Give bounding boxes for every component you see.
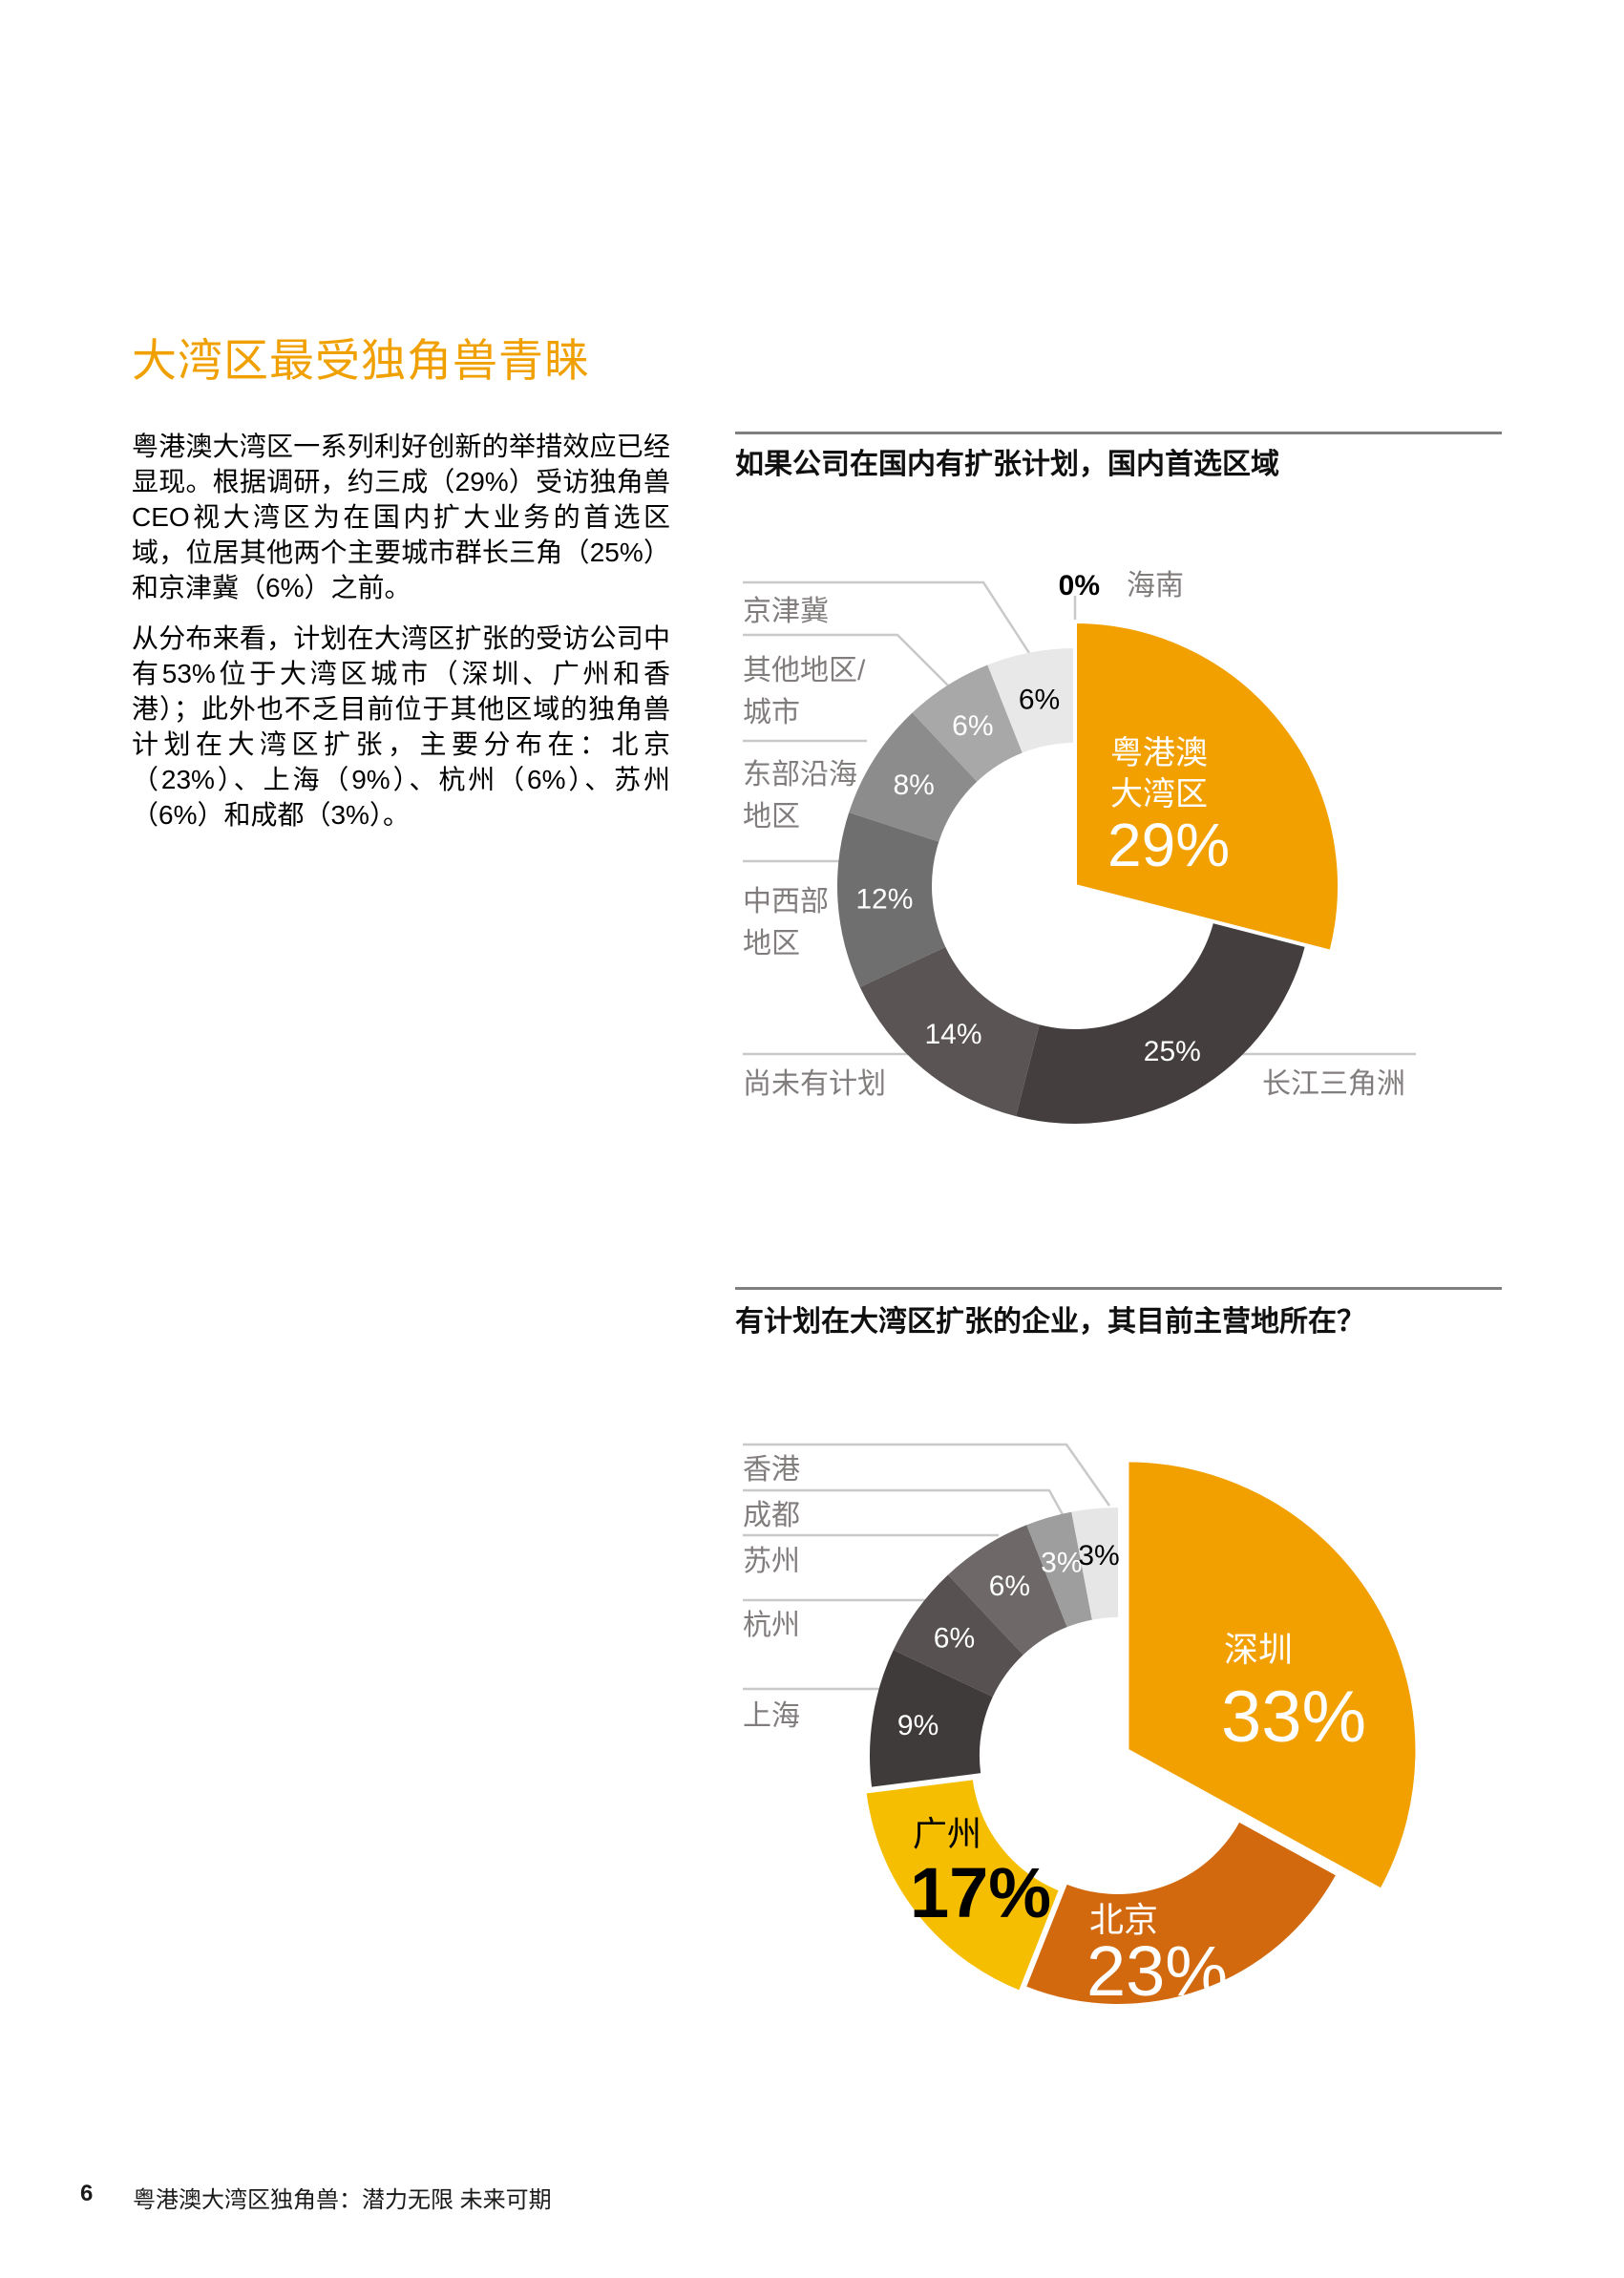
donut1-callout-label-2: 京津冀	[743, 596, 829, 627]
donut1-slice-1	[1016, 921, 1306, 1124]
donut2-inside-name-0: 深圳	[1224, 1630, 1293, 1669]
donut1-slice-5	[912, 664, 1023, 782]
donut2-callout-label-4: 上海	[743, 1700, 800, 1732]
body-paragraph-1: 粤港澳大湾区一系列利好创新的举措效应已经显现。根据调研，约三成（29%）受访独角…	[132, 432, 670, 602]
donut1-slice-6	[987, 648, 1075, 753]
section-divider-2	[735, 1287, 1502, 1290]
footer-page-number: 6	[80, 2181, 94, 2206]
donut2-slice-pct-7: 3%	[1078, 1540, 1119, 1571]
body-text-column: 粤港澳大湾区一系列利好创新的举措效应已经显现。根据调研，约三成（29%）受访独角…	[132, 429, 670, 848]
donut2-callout-label-0: 香港	[743, 1454, 800, 1486]
donut2-slice-5	[948, 1525, 1067, 1656]
donut2-slice-1	[1026, 1822, 1336, 2004]
donut1-leader-line-1	[743, 633, 949, 686]
body-paragraph-2: 从分布来看，计划在大湾区扩张的受访公司中有53%位于大湾区城市（深圳、广州和香港…	[132, 623, 670, 830]
donut2-leader-line-0	[743, 1443, 1111, 1507]
donut1-leader-line-0	[743, 580, 1031, 654]
donut1-slice-pct-6: 6%	[1019, 685, 1060, 716]
donut1-slice-pct-1: 25%	[1144, 1036, 1201, 1067]
donut2-callout-label-2: 苏州	[743, 1546, 800, 1577]
donut1-slice-3	[836, 812, 946, 988]
donut1-slice-pct-2: 14%	[924, 1019, 981, 1050]
donut1-slice-pct-5: 6%	[952, 710, 993, 742]
donut1-callout-label-0: 0%	[1059, 570, 1100, 601]
donut1-callout-label-1: 海南	[1127, 570, 1184, 601]
donut2-slice-pct-4: 6%	[934, 1622, 975, 1654]
donut1-callout-label-6: 尚未有计划	[743, 1068, 886, 1100]
donut2-inside-pct-0: 33%	[1221, 1677, 1366, 1758]
donut1-inside-name-0: 大湾区	[1110, 776, 1208, 812]
donut2-slice-6	[1026, 1511, 1092, 1628]
donut2-callout-label-1: 成都	[743, 1500, 800, 1531]
donut1-inside-pct-0: 29%	[1107, 811, 1230, 879]
chart-1-title: 如果公司在国内有扩张计划，国内首选区域	[735, 449, 1279, 480]
donut1-callout-label-7: 长江三角洲	[1262, 1068, 1405, 1100]
donut1-slice-pct-3: 12%	[855, 884, 913, 916]
donut1-inside-name-0: 粤港澳	[1110, 735, 1208, 771]
donut2-slice-4	[893, 1574, 1023, 1698]
chart-2-title: 有计划在大湾区扩张的企业，其目前主营地所在？	[735, 1306, 1365, 1338]
donut1-callout-label-5: 中西部	[743, 886, 829, 918]
donut1-callout-label-4: 地区	[743, 801, 800, 833]
donut1-callout-label-5: 地区	[743, 928, 800, 960]
donut2-slice-pct-6: 3%	[1041, 1547, 1082, 1578]
donut1-slice-4	[849, 712, 978, 842]
donut2-callout-label-3: 杭州	[743, 1610, 800, 1641]
donut2-inside-name-2: 广州	[913, 1814, 981, 1853]
donut1-callout-label-3: 城市	[743, 697, 800, 728]
page-title: 大湾区最受独角兽青睐	[132, 335, 590, 387]
donut1-slice-pct-4: 8%	[893, 770, 934, 801]
donut2-slice-7	[1071, 1508, 1118, 1620]
donut2-slice-2	[863, 1777, 1063, 1994]
donut2-slice-pct-3: 9%	[897, 1710, 939, 1741]
footer-report-title: 粤港澳大湾区独角兽：潜力无限 未来可期	[133, 2187, 552, 2213]
donut2-slice-0	[1125, 1458, 1420, 1893]
donut1-slice-2	[859, 946, 1040, 1117]
donut2-slice-3	[870, 1650, 993, 1787]
donut2-slice-pct-5: 6%	[989, 1571, 1030, 1602]
donut2-inside-pct-2: 17%	[910, 1853, 1051, 1932]
donut2-inside-name-1: 北京	[1089, 1900, 1158, 1939]
chart-1-donut: 25%14%12%8%6%6%0% 海南京津冀其他地区/城市东部沿海地区中西部地区…	[743, 570, 1416, 1124]
donut2-inside-pct-1: 23%	[1086, 1931, 1228, 2011]
section-divider-1	[735, 432, 1502, 434]
donut1-callout-label-4: 东部沿海	[743, 759, 857, 791]
donut1-callout-label-3: 其他地区/	[743, 655, 866, 686]
donut1-slice-0	[1073, 619, 1341, 955]
